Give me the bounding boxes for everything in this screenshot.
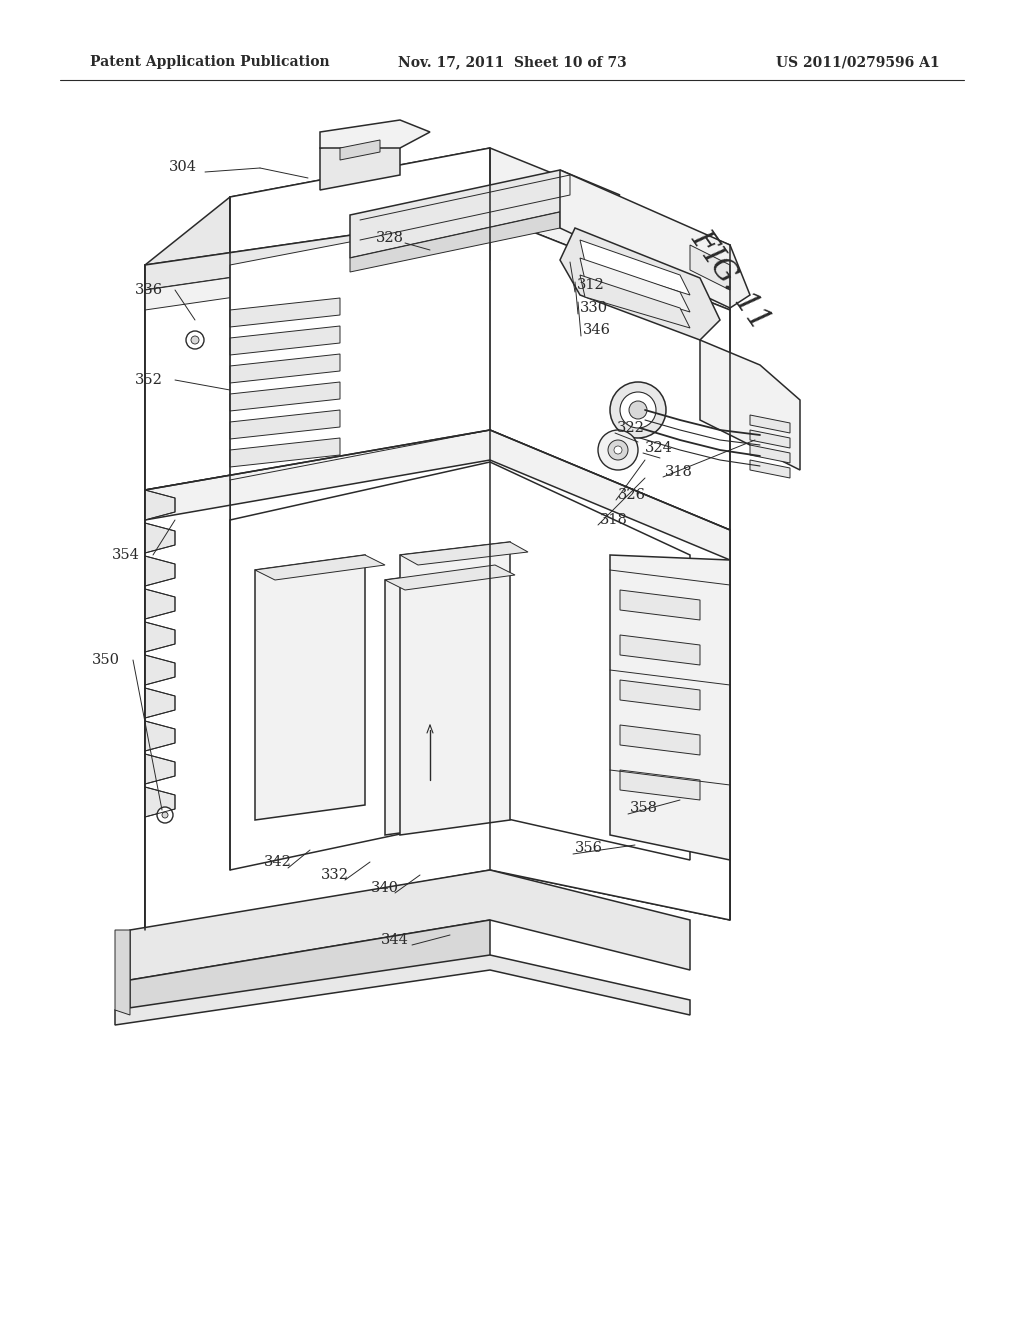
Polygon shape — [145, 197, 230, 931]
Polygon shape — [750, 414, 790, 433]
Text: US 2011/0279596 A1: US 2011/0279596 A1 — [776, 55, 940, 69]
Polygon shape — [230, 354, 340, 383]
Text: 312: 312 — [577, 279, 605, 292]
Circle shape — [186, 331, 204, 348]
Circle shape — [629, 401, 647, 418]
Text: 344: 344 — [381, 933, 409, 946]
Polygon shape — [145, 240, 490, 310]
Circle shape — [610, 381, 666, 438]
Text: 326: 326 — [618, 488, 646, 502]
Polygon shape — [145, 787, 175, 817]
Text: 358: 358 — [630, 801, 658, 814]
Polygon shape — [400, 543, 528, 565]
Polygon shape — [340, 140, 380, 160]
Polygon shape — [145, 430, 730, 931]
Text: FIG. 11: FIG. 11 — [684, 224, 775, 335]
Polygon shape — [230, 215, 490, 480]
Polygon shape — [620, 590, 700, 620]
Polygon shape — [385, 565, 515, 590]
Polygon shape — [750, 445, 790, 463]
Text: 342: 342 — [264, 855, 292, 869]
Text: 322: 322 — [617, 421, 645, 436]
Text: 330: 330 — [580, 301, 608, 315]
Polygon shape — [620, 770, 700, 800]
Polygon shape — [400, 543, 510, 836]
Circle shape — [608, 440, 628, 459]
Text: 356: 356 — [575, 841, 603, 855]
Polygon shape — [620, 680, 700, 710]
Polygon shape — [230, 148, 490, 870]
Polygon shape — [145, 721, 175, 751]
Polygon shape — [115, 931, 130, 1015]
Text: Nov. 17, 2011  Sheet 10 of 73: Nov. 17, 2011 Sheet 10 of 73 — [397, 55, 627, 69]
Polygon shape — [145, 215, 730, 931]
Text: 352: 352 — [135, 374, 163, 387]
Text: 336: 336 — [135, 282, 163, 297]
Text: 350: 350 — [92, 653, 120, 667]
Polygon shape — [580, 257, 690, 312]
Circle shape — [162, 812, 168, 818]
Polygon shape — [350, 170, 620, 257]
Text: 328: 328 — [376, 231, 404, 246]
Polygon shape — [560, 228, 720, 341]
Circle shape — [598, 430, 638, 470]
Circle shape — [157, 807, 173, 822]
Polygon shape — [255, 554, 385, 579]
Polygon shape — [230, 411, 340, 440]
Text: 332: 332 — [321, 869, 349, 882]
Polygon shape — [580, 240, 690, 294]
Text: Patent Application Publication: Patent Application Publication — [90, 55, 330, 69]
Polygon shape — [230, 462, 690, 870]
Polygon shape — [145, 430, 730, 560]
Polygon shape — [580, 275, 690, 327]
Polygon shape — [620, 725, 700, 755]
Polygon shape — [145, 589, 175, 619]
Polygon shape — [230, 298, 340, 327]
Polygon shape — [319, 132, 400, 190]
Polygon shape — [130, 870, 690, 979]
Polygon shape — [750, 459, 790, 478]
Polygon shape — [700, 341, 800, 470]
Polygon shape — [560, 170, 750, 308]
Polygon shape — [145, 754, 175, 784]
Polygon shape — [145, 655, 175, 685]
Polygon shape — [230, 148, 730, 310]
Text: 318: 318 — [665, 465, 693, 479]
Polygon shape — [145, 490, 175, 520]
Polygon shape — [145, 688, 175, 718]
Polygon shape — [230, 381, 340, 411]
Circle shape — [614, 446, 622, 454]
Polygon shape — [145, 215, 490, 290]
Polygon shape — [385, 565, 495, 836]
Polygon shape — [115, 954, 690, 1026]
Polygon shape — [750, 430, 790, 447]
Polygon shape — [145, 622, 175, 652]
Text: 304: 304 — [169, 160, 197, 174]
Text: 354: 354 — [112, 548, 140, 562]
Text: 340: 340 — [371, 880, 399, 895]
Polygon shape — [319, 120, 430, 148]
Text: 318: 318 — [600, 513, 628, 527]
Polygon shape — [130, 920, 490, 1015]
Polygon shape — [690, 246, 730, 290]
Polygon shape — [145, 523, 175, 553]
Circle shape — [191, 337, 199, 345]
Polygon shape — [230, 326, 340, 355]
Polygon shape — [350, 213, 560, 272]
Circle shape — [620, 392, 656, 428]
Text: 346: 346 — [583, 323, 611, 337]
Polygon shape — [145, 556, 175, 586]
Polygon shape — [610, 554, 730, 861]
Polygon shape — [620, 635, 700, 665]
Polygon shape — [230, 438, 340, 467]
Text: 324: 324 — [645, 441, 673, 455]
Polygon shape — [255, 554, 365, 820]
